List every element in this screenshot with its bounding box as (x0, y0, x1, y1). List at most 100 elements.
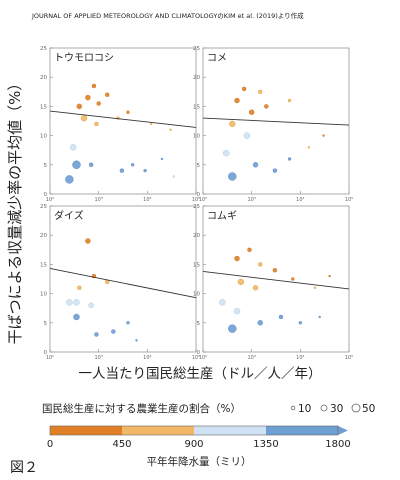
x-tick-label: 10³ (94, 355, 102, 361)
panel-title: トウモロコシ (54, 52, 114, 64)
data-point (237, 278, 245, 286)
x-tick-label: 10⁵ (192, 197, 200, 203)
data-point (149, 122, 153, 126)
y-tick-label: 20 (193, 233, 200, 239)
panel-2: 0 5 10 15 20 25 10² 10³ 10⁴ 10⁵ コメ (193, 46, 353, 203)
colorbar-bin-1 (50, 426, 122, 435)
data-point (241, 86, 247, 92)
data-point (278, 314, 284, 320)
y-tick-label: 25 (193, 46, 200, 52)
data-point (272, 168, 278, 173)
panel-title: コメ (207, 53, 227, 64)
data-point (160, 157, 164, 161)
y-tick-label: 20 (40, 75, 47, 81)
data-point (247, 247, 252, 253)
figure-label: 図２ (10, 460, 38, 476)
panel-title: ダイズ (54, 209, 84, 222)
data-point (65, 175, 74, 184)
y-tick-label: 0 (44, 192, 48, 198)
colorbar: 0 450 900 1350 1800 平年年降水量（ミリ） (47, 425, 351, 468)
x-tick-label: 10⁴ (143, 197, 151, 203)
data-point (76, 103, 83, 110)
x-tick-label: 10⁵ (345, 197, 353, 203)
source-note: JOURNAL OF APPLIED METEOROLOGY AND CLIMA… (31, 11, 304, 20)
data-point (233, 307, 241, 315)
y-tick-label: 20 (40, 233, 47, 239)
data-point (94, 121, 99, 127)
data-point (219, 299, 226, 306)
data-point (66, 299, 73, 306)
data-point (96, 101, 101, 106)
colorbar-arrow-icon (338, 426, 348, 435)
data-point (169, 128, 172, 131)
size-legend-value-large: 50 (362, 403, 375, 415)
y-tick-label: 10 (193, 292, 200, 298)
data-point (243, 132, 251, 139)
x-tick-label: 10³ (247, 197, 255, 203)
y-tick-label: 25 (193, 204, 200, 210)
data-point (119, 168, 125, 173)
panel-frame (49, 205, 197, 353)
data-point (264, 104, 269, 109)
colorbar-bin-4 (266, 426, 338, 435)
data-point (318, 315, 321, 319)
x-axis-label: 一人当たり国民総生産（ドル／人／年） (79, 366, 322, 382)
x-tick-label: 10³ (94, 197, 102, 203)
data-point (328, 274, 331, 278)
regression-line (202, 270, 350, 290)
y-tick-label: 25 (40, 204, 47, 210)
data-point (126, 321, 130, 325)
data-point (248, 109, 255, 115)
y-tick-label: 0 (197, 192, 201, 198)
data-point (85, 94, 91, 101)
y-tick-label: 10 (40, 292, 47, 298)
panel-3: 0 5 10 15 20 25 10² 10³ 10⁴ 10⁵ ダイズ (40, 204, 200, 361)
data-point (105, 92, 110, 97)
x-tick-label: 10⁵ (192, 355, 200, 361)
colorbar-tick-0: 0 (47, 439, 53, 450)
y-tick-label: 10 (193, 134, 200, 140)
data-point (258, 262, 263, 267)
x-tick-label: 10⁴ (296, 355, 304, 361)
data-point (228, 324, 237, 333)
size-legend-marker-large (351, 403, 361, 413)
x-tick-label: 10⁴ (143, 355, 151, 361)
data-point (73, 313, 80, 321)
data-point (272, 268, 278, 273)
y-tick-label: 5 (197, 163, 201, 169)
y-tick-label: 20 (193, 75, 200, 81)
data-point (322, 134, 325, 137)
colorbar-bin-3 (194, 426, 266, 435)
data-point (228, 172, 237, 181)
data-point (135, 339, 138, 342)
data-point (307, 146, 311, 149)
y-tick-label: 0 (44, 350, 48, 356)
data-point (257, 320, 263, 326)
data-point (88, 302, 94, 308)
y-tick-label: 10 (40, 134, 47, 140)
data-point (94, 332, 99, 337)
data-point (91, 83, 97, 89)
data-point (73, 299, 80, 306)
x-tick-label: 10² (199, 355, 207, 361)
data-point (258, 89, 263, 95)
x-tick-label: 10⁵ (345, 355, 353, 361)
data-point (172, 175, 176, 178)
data-point (70, 144, 77, 151)
data-point (80, 114, 88, 122)
y-tick-label: 15 (193, 262, 200, 268)
panel-frame (202, 205, 350, 353)
colorbar-frame (49, 425, 339, 436)
data-point (77, 285, 82, 290)
data-point (252, 162, 259, 168)
data-point (287, 98, 292, 103)
size-legend-marker-small (290, 405, 296, 411)
colorbar-tick-4: 1800 (325, 439, 350, 450)
data-point (229, 120, 236, 128)
colorbar-bin-2 (122, 426, 194, 435)
x-tick-label: 10³ (247, 355, 255, 361)
data-point (234, 255, 240, 262)
data-point (143, 168, 147, 173)
